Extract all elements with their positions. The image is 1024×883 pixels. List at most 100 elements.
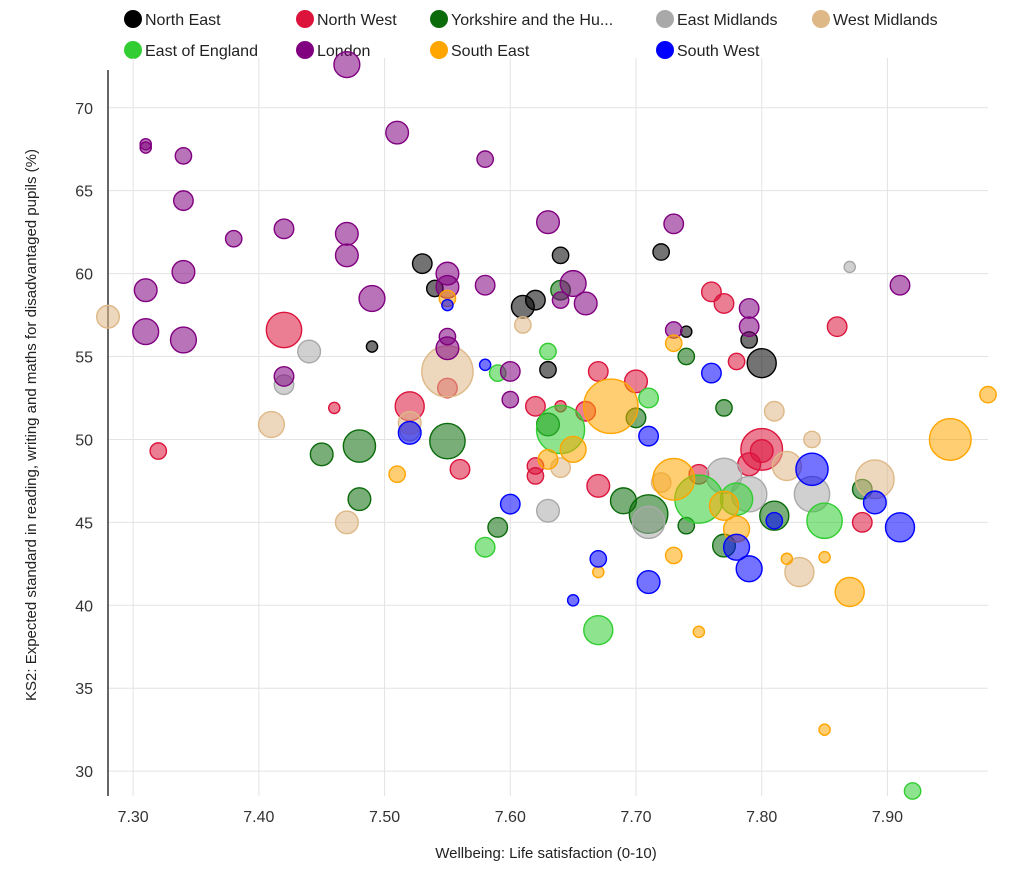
- legend-item[interactable]: North East: [124, 10, 221, 29]
- data-point[interactable]: [474, 536, 496, 558]
- data-point[interactable]: [573, 291, 598, 316]
- data-point[interactable]: [826, 316, 848, 338]
- data-point[interactable]: [257, 410, 286, 439]
- data-point[interactable]: [862, 490, 887, 515]
- data-point[interactable]: [818, 723, 831, 736]
- data-point[interactable]: [132, 318, 160, 346]
- data-point[interactable]: [297, 339, 322, 364]
- data-point[interactable]: [592, 565, 605, 579]
- data-point[interactable]: [95, 304, 121, 329]
- data-point[interactable]: [851, 511, 873, 533]
- data-point[interactable]: [539, 342, 557, 361]
- data-point[interactable]: [928, 417, 972, 461]
- data-point[interactable]: [334, 221, 359, 246]
- data-point[interactable]: [365, 340, 379, 353]
- data-point[interactable]: [735, 555, 763, 583]
- data-point[interactable]: [713, 292, 735, 314]
- data-point[interactable]: [746, 347, 777, 379]
- data-point[interactable]: [715, 399, 733, 417]
- data-point[interactable]: [388, 465, 407, 484]
- data-point[interactable]: [551, 291, 570, 309]
- data-point[interactable]: [738, 297, 760, 319]
- data-point[interactable]: [429, 422, 466, 460]
- data-point[interactable]: [551, 246, 570, 265]
- data-point[interactable]: [133, 278, 158, 303]
- data-point[interactable]: [411, 253, 433, 275]
- data-point[interactable]: [347, 487, 372, 512]
- data-point[interactable]: [700, 362, 722, 384]
- data-point[interactable]: [652, 457, 696, 501]
- data-point[interactable]: [722, 533, 751, 561]
- data-point[interactable]: [539, 360, 557, 379]
- data-point[interactable]: [677, 347, 696, 366]
- data-point[interactable]: [979, 385, 997, 404]
- data-point[interactable]: [476, 150, 495, 169]
- data-point[interactable]: [385, 120, 410, 145]
- legend-item[interactable]: Yorkshire and the Hu...: [430, 10, 613, 29]
- data-point[interactable]: [609, 487, 638, 515]
- data-point[interactable]: [535, 210, 561, 235]
- data-point[interactable]: [513, 316, 532, 334]
- data-point[interactable]: [806, 502, 843, 540]
- data-point[interactable]: [273, 365, 295, 387]
- data-point[interactable]: [169, 326, 198, 354]
- data-point[interactable]: [524, 289, 546, 311]
- data-point[interactable]: [738, 316, 760, 338]
- data-point[interactable]: [273, 218, 295, 240]
- data-point[interactable]: [664, 546, 683, 565]
- data-point[interactable]: [834, 576, 865, 608]
- legend-item[interactable]: East of England: [124, 41, 258, 60]
- data-point[interactable]: [499, 493, 521, 515]
- data-point[interactable]: [174, 146, 193, 165]
- data-point[interactable]: [803, 430, 821, 449]
- data-point[interactable]: [172, 190, 194, 212]
- data-point[interactable]: [589, 549, 608, 568]
- data-point[interactable]: [727, 352, 746, 371]
- data-point[interactable]: [334, 243, 359, 268]
- legend-item[interactable]: East Midlands: [656, 10, 778, 29]
- data-point[interactable]: [358, 284, 386, 313]
- data-point[interactable]: [795, 452, 829, 487]
- data-point[interactable]: [749, 439, 774, 464]
- data-point[interactable]: [652, 243, 671, 261]
- legend-item[interactable]: West Midlands: [812, 10, 938, 29]
- data-point[interactable]: [149, 442, 168, 460]
- legend-item[interactable]: South East: [430, 41, 530, 60]
- data-point[interactable]: [449, 458, 471, 480]
- data-point[interactable]: [765, 511, 784, 530]
- data-point[interactable]: [587, 360, 609, 382]
- data-point[interactable]: [487, 516, 509, 538]
- data-point[interactable]: [818, 550, 831, 564]
- data-point[interactable]: [631, 505, 666, 540]
- legend-item[interactable]: North West: [296, 10, 397, 29]
- data-point[interactable]: [708, 490, 740, 521]
- data-point[interactable]: [397, 420, 422, 445]
- data-point[interactable]: [636, 570, 661, 595]
- data-point[interactable]: [333, 51, 361, 79]
- data-point[interactable]: [889, 274, 911, 296]
- data-point[interactable]: [526, 467, 545, 485]
- data-point[interactable]: [441, 298, 454, 312]
- data-point[interactable]: [559, 269, 587, 298]
- data-point[interactable]: [583, 614, 614, 646]
- data-point[interactable]: [780, 552, 794, 566]
- data-point[interactable]: [903, 782, 922, 800]
- data-point[interactable]: [328, 401, 341, 415]
- data-point[interactable]: [763, 400, 785, 422]
- data-point[interactable]: [499, 360, 521, 382]
- data-point[interactable]: [586, 473, 611, 498]
- data-point[interactable]: [884, 512, 916, 543]
- data-point[interactable]: [265, 311, 303, 349]
- legend-item[interactable]: London: [296, 41, 370, 60]
- data-point[interactable]: [309, 442, 334, 467]
- data-point[interactable]: [638, 425, 660, 447]
- data-point[interactable]: [582, 378, 639, 435]
- legend-item[interactable]: South West: [656, 41, 760, 60]
- data-point[interactable]: [501, 390, 520, 409]
- data-point[interactable]: [535, 498, 561, 523]
- data-point[interactable]: [692, 625, 706, 639]
- data-point[interactable]: [664, 334, 683, 353]
- data-point[interactable]: [171, 259, 196, 284]
- data-point[interactable]: [566, 594, 580, 607]
- data-point[interactable]: [784, 556, 815, 588]
